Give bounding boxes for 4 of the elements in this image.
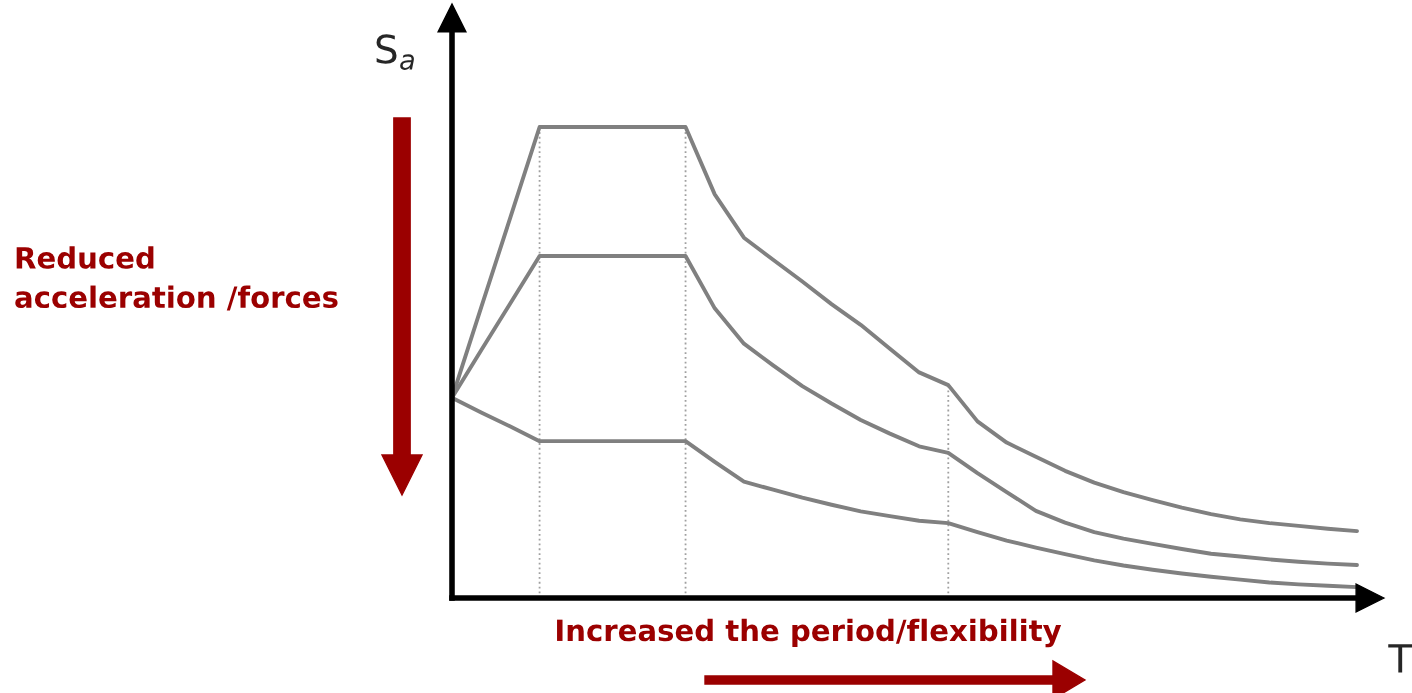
y-axis-title: S$_{a}$ — [376, 34, 414, 70]
x-axis-title: T — [1388, 644, 1412, 673]
text: Increased the period/flexibility — [557, 618, 1062, 648]
text: Reduced acceleration /forces — [15, 246, 338, 311]
